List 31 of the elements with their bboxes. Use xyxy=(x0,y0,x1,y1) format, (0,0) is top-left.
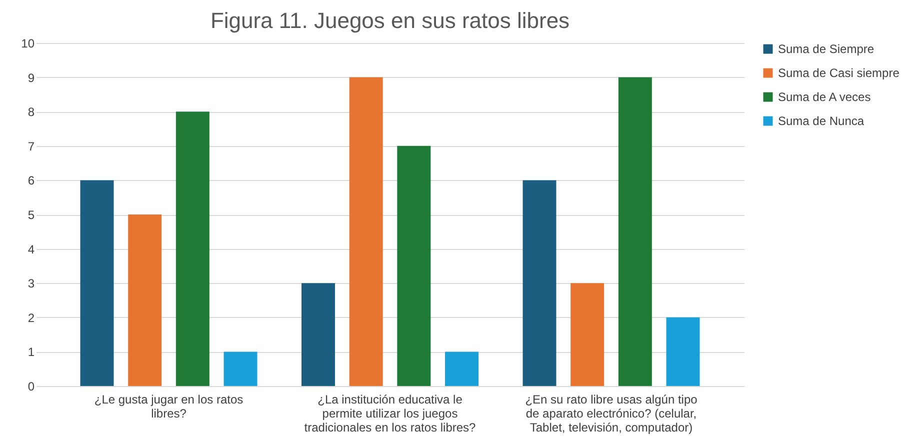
bar xyxy=(570,283,604,386)
bar xyxy=(445,352,478,386)
legend-label: Suma de A veces xyxy=(778,90,871,104)
chart-title: Figura 11. Juegos en sus ratos libres xyxy=(210,8,570,33)
y-tick-label: 9 xyxy=(28,70,35,85)
bar xyxy=(128,214,162,386)
bar xyxy=(224,352,258,386)
legend-label: Suma de Casi siempre xyxy=(778,66,900,80)
y-tick-label: 4 xyxy=(28,242,35,256)
bar xyxy=(80,180,114,386)
bar xyxy=(618,77,652,386)
y-tick-label: 6 xyxy=(28,174,35,188)
x-tick-label: ¿En su rato libre usas algún tipo de aparato electrónico? (celular, Tablet, televisión, computador) xyxy=(525,392,698,434)
y-tick-label: 5 xyxy=(28,208,35,222)
bar xyxy=(302,283,335,386)
y-tick-label: 7 xyxy=(28,139,35,154)
bar xyxy=(522,180,556,386)
x-tick-label: ¿La institución educativa le permite utilizar los juegos tradicionales en los ratos libres? xyxy=(304,392,476,434)
legend-label: Suma de Siempre xyxy=(778,42,874,56)
bar xyxy=(397,146,431,386)
y-tick-label: 0 xyxy=(28,380,35,394)
y-tick-label: 8 xyxy=(28,105,35,120)
bar xyxy=(666,317,700,386)
y-tick-label: 2 xyxy=(28,310,35,325)
legend-label: Suma de Nunca xyxy=(778,114,864,128)
bar xyxy=(349,77,383,386)
y-tick-label: 10 xyxy=(21,36,35,50)
bar xyxy=(176,112,210,386)
y-tick-label: 1 xyxy=(28,345,35,360)
x-tick-label: ¿Le gusta jugar en los ratos libres? xyxy=(94,392,244,420)
y-tick-label: 3 xyxy=(28,276,35,291)
